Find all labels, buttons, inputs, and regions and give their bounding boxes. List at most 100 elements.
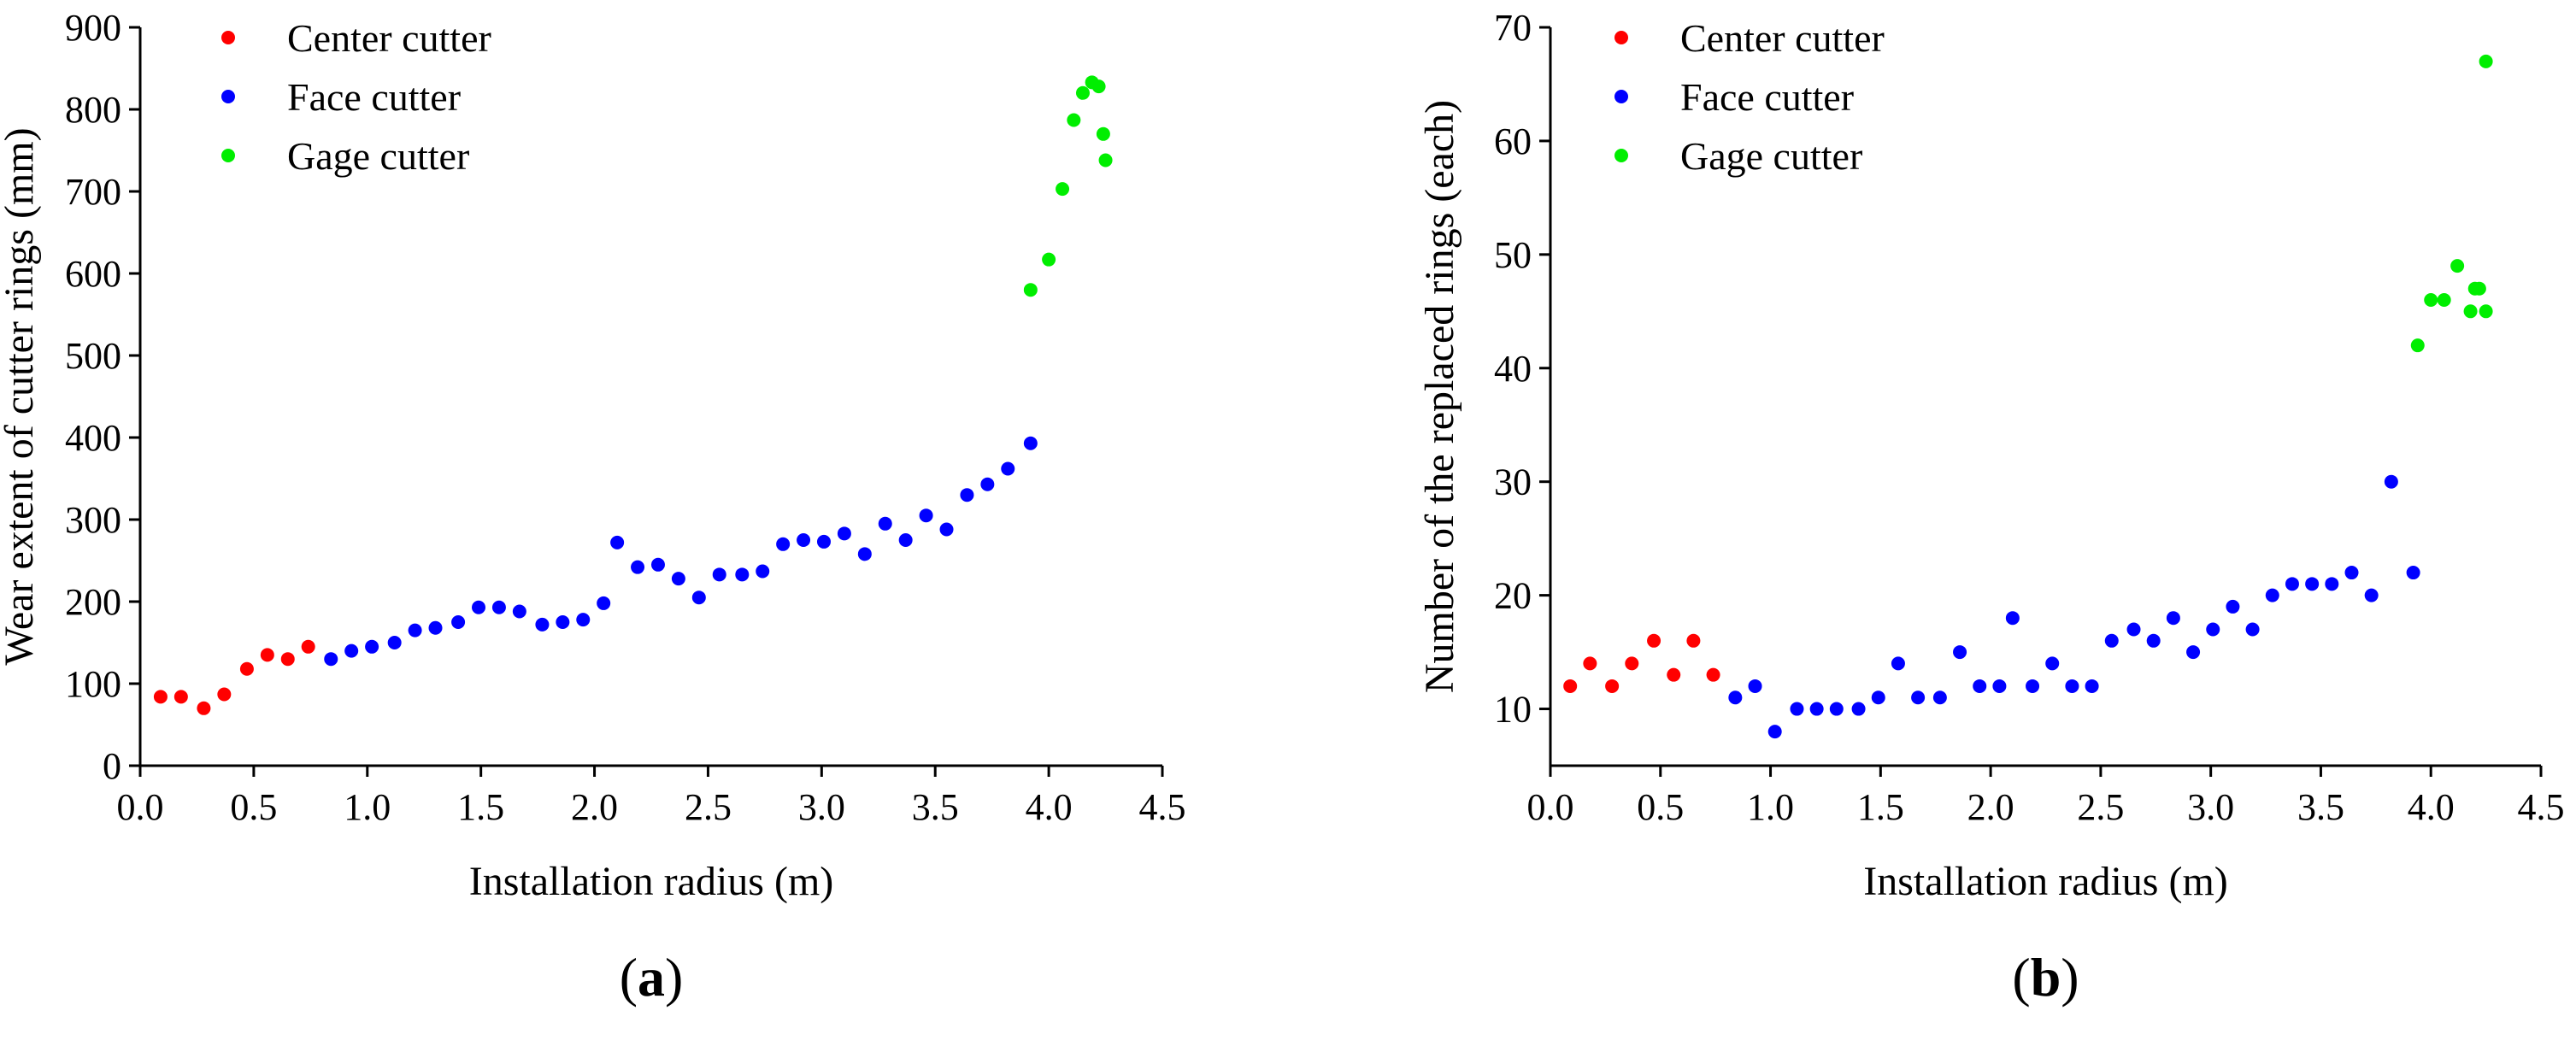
data-point	[1686, 633, 1701, 648]
legend-label: Center cutter	[1680, 16, 1885, 60]
series-gage-cutter-outlier-	[2479, 54, 2493, 68]
data-point	[491, 600, 506, 614]
data-point	[1056, 182, 1070, 197]
data-point	[857, 547, 872, 561]
y-tick-label: 400	[65, 417, 121, 459]
series-face-cutter	[1728, 474, 2420, 739]
data-point	[344, 643, 359, 658]
data-point	[1625, 656, 1639, 671]
y-tick-label: 40	[1494, 348, 1532, 390]
data-point	[2437, 293, 2451, 308]
data-point	[280, 652, 295, 667]
x-axis-title: Installation radius (m)	[1863, 859, 2228, 904]
data-point	[1973, 679, 1987, 693]
data-point	[2146, 633, 2161, 648]
legend-label: Face cutter	[1680, 75, 1854, 119]
data-point	[1992, 679, 2007, 693]
data-point	[2126, 622, 2141, 637]
data-point	[2206, 622, 2220, 637]
data-point	[2325, 577, 2339, 591]
data-point	[2472, 281, 2486, 296]
series-center-cutter	[1563, 633, 1720, 693]
panel-label: (b)	[2012, 947, 2079, 1008]
data-point	[1042, 252, 1056, 267]
data-point	[576, 613, 591, 627]
y-tick-label: 60	[1494, 120, 1532, 162]
data-point	[980, 477, 995, 491]
data-point	[365, 639, 379, 654]
data-point	[1091, 79, 1106, 94]
data-point	[776, 537, 791, 551]
data-point	[1023, 283, 1038, 297]
y-tick-label: 20	[1494, 575, 1532, 617]
legend-marker	[1614, 149, 1628, 162]
legend-marker	[1614, 90, 1628, 103]
y-tick-label: 70	[1494, 7, 1532, 49]
data-point	[898, 533, 913, 547]
data-point	[1075, 85, 1090, 100]
data-point	[2479, 54, 2493, 68]
y-tick-label: 30	[1494, 461, 1532, 503]
data-point	[2305, 577, 2320, 591]
data-point	[1067, 113, 1081, 127]
legend-label: Center cutter	[287, 16, 491, 60]
data-point	[1911, 690, 1926, 705]
data-point	[2406, 566, 2420, 580]
legend: Center cutter Face cutter Gage cutter	[221, 16, 491, 178]
data-point	[735, 567, 750, 582]
data-point	[610, 535, 625, 549]
data-point	[556, 615, 570, 629]
data-point	[797, 533, 811, 547]
data-point	[324, 652, 338, 667]
data-point	[2045, 656, 2060, 671]
x-tick-label: 2.5	[685, 786, 732, 828]
data-point	[1767, 725, 1782, 739]
data-point	[535, 617, 550, 632]
data-point	[1001, 461, 1015, 476]
data-point	[428, 620, 443, 635]
data-point	[1829, 702, 1844, 716]
data-point	[173, 690, 188, 704]
data-point	[197, 701, 211, 715]
data-point	[2026, 679, 2040, 693]
data-point	[2245, 622, 2260, 637]
data-point	[2450, 259, 2465, 273]
x-tick-label: 1.0	[344, 786, 391, 828]
data-point	[1871, 690, 1885, 705]
x-tick-label: 4.0	[2408, 786, 2455, 828]
data-point	[671, 572, 685, 586]
x-tick-label: 3.5	[912, 786, 959, 828]
series-center-cutter	[153, 639, 315, 715]
legend: Center cutter Face cutter Gage cutter	[1614, 16, 1885, 178]
y-axis-title: Number of the replaced rings (each)	[1417, 100, 1462, 693]
y-tick-label: 10	[1494, 689, 1532, 731]
y-tick-label: 50	[1494, 234, 1532, 276]
data-point	[2384, 474, 2398, 489]
x-tick-label: 3.0	[798, 786, 845, 828]
data-point	[1563, 679, 1578, 693]
y-tick-label: 700	[65, 171, 121, 213]
legend-marker	[221, 149, 235, 162]
data-point	[1953, 645, 1967, 660]
data-point	[512, 604, 526, 619]
data-point	[2479, 304, 2493, 319]
y-tick-label: 900	[65, 7, 121, 49]
y-tick-label: 500	[65, 335, 121, 377]
data-point	[2265, 588, 2279, 602]
legend-marker	[1614, 31, 1628, 44]
data-point	[1891, 656, 1905, 671]
data-point	[239, 661, 254, 676]
data-point	[1728, 690, 1743, 705]
x-tick-label: 2.5	[2077, 786, 2124, 828]
x-tick-label: 4.5	[1139, 786, 1186, 828]
data-point	[2005, 611, 2020, 626]
data-point	[451, 615, 466, 629]
y-tick-label: 800	[65, 89, 121, 131]
legend-marker	[221, 90, 235, 103]
data-point	[1098, 153, 1113, 167]
x-tick-label: 0.0	[117, 786, 164, 828]
legend-label: Face cutter	[287, 75, 461, 119]
data-point	[1932, 690, 1947, 705]
data-point	[408, 623, 422, 638]
